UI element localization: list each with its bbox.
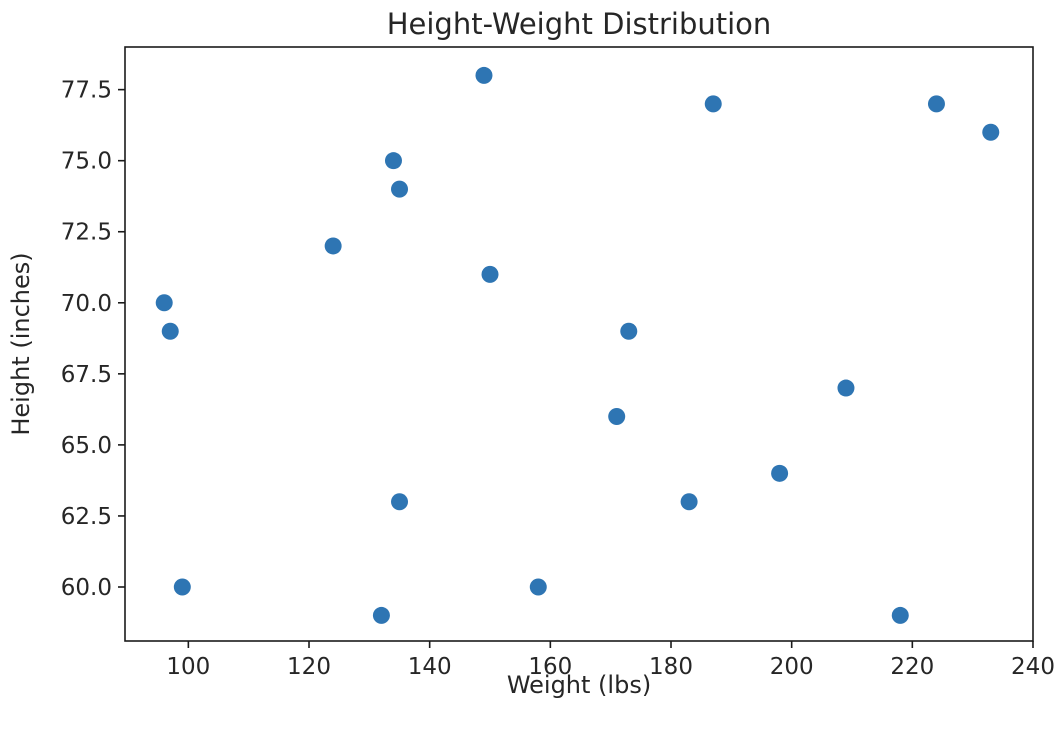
x-tick-label: 160	[528, 654, 572, 680]
x-tick-label: 120	[287, 654, 331, 680]
y-tick-label: 75.0	[61, 149, 112, 175]
plot-frame	[124, 46, 1034, 642]
x-tick-label: 100	[166, 654, 210, 680]
y-axis: 60.0 62.5 65.0 67.5 70.0 72.5 75.0 77.5	[61, 78, 125, 601]
x-tick-label: 220	[890, 654, 934, 680]
x-tick-label: 200	[770, 654, 814, 680]
y-tick-label: 77.5	[61, 78, 112, 104]
scatter-point	[608, 407, 626, 425]
scatter-point	[161, 322, 179, 340]
scatter-point	[475, 66, 493, 84]
scatter-point	[837, 379, 855, 397]
x-tick-label: 140	[408, 654, 452, 680]
scatter-point	[481, 265, 499, 283]
scatter-point	[391, 493, 409, 511]
scatter-point	[680, 493, 698, 511]
scatter-point	[704, 95, 722, 113]
scatter-point	[155, 294, 173, 312]
y-tick-label: 60.0	[61, 575, 112, 601]
scatter-point	[982, 123, 1000, 141]
scatter-point	[620, 322, 638, 340]
x-axis-label: Weight (lbs)	[507, 671, 651, 699]
chart-title: Height-Weight Distribution	[387, 7, 772, 41]
scatter-point	[771, 464, 789, 482]
scatter-point	[529, 578, 547, 596]
scatter-point	[324, 237, 342, 255]
scatter-point	[372, 606, 390, 624]
y-tick-label: 67.5	[61, 362, 112, 388]
scatter-point	[173, 578, 191, 596]
scatter-point	[384, 152, 402, 170]
scatter-point	[927, 95, 945, 113]
scatter-point	[391, 180, 409, 198]
x-axis: 100 120 140 160 180 200 220 240	[166, 641, 1055, 680]
y-tick-label: 70.0	[61, 291, 112, 317]
scatter-point	[891, 606, 909, 624]
y-tick-label: 62.5	[61, 504, 112, 530]
y-tick-label: 65.0	[61, 433, 112, 459]
x-tick-label: 180	[649, 654, 693, 680]
plot-area	[155, 66, 1000, 624]
x-tick-label: 240	[1011, 654, 1055, 680]
y-axis-label: Height (inches)	[7, 252, 35, 435]
y-tick-label: 72.5	[61, 220, 112, 246]
